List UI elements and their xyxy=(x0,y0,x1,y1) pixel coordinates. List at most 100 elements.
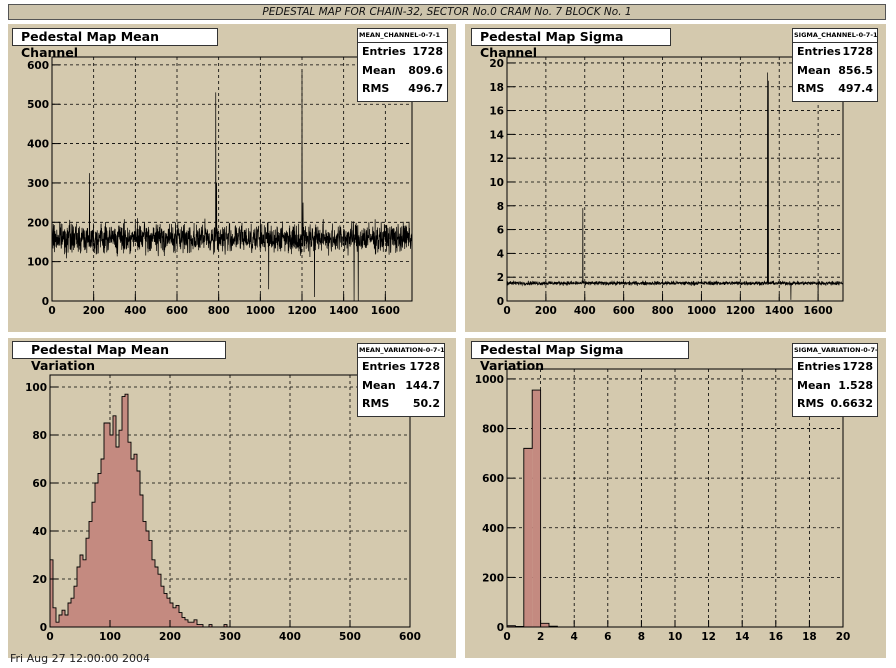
stats-name: SIGMA_VARIATION-0-7-1 xyxy=(793,344,877,358)
histogram-bar xyxy=(140,495,143,627)
mean-channel-stats: MEAN_CHANNEL-0-7-1 Entries 1728 Mean 809.6… xyxy=(357,28,448,102)
x-tick-label: 10 xyxy=(668,631,683,643)
mean-variation-title: Pedestal Map Mean Variation xyxy=(12,341,226,373)
x-tick-label: 4 xyxy=(571,631,578,643)
stats-rms-label: RMS xyxy=(797,82,825,95)
y-tick-label: 300 xyxy=(27,178,49,190)
x-tick-label: 200 xyxy=(83,305,105,317)
x-tick-label: 0 xyxy=(503,631,510,643)
y-tick-label: 16 xyxy=(489,106,504,118)
plot-area xyxy=(52,57,412,301)
stats-mean-label: Mean xyxy=(797,378,831,392)
y-tick-label: 100 xyxy=(25,382,47,394)
histogram-bar xyxy=(86,538,89,627)
y-tick-label: 400 xyxy=(482,523,504,535)
sigma-variation-stats: SIGMA_VARIATION-0-7-1 Entries 1728 Mean 1.… xyxy=(792,343,878,417)
stats-mean-label: Mean xyxy=(797,63,831,77)
y-tick-label: 20 xyxy=(32,574,47,586)
x-tick-label: 1400 xyxy=(329,305,358,317)
stats-mean-value: 809.6 xyxy=(408,63,443,77)
stats-entries-value: 1728 xyxy=(409,360,440,373)
y-tick-label: 0 xyxy=(497,622,504,634)
mean-channel-title: Pedestal Map Mean Channel xyxy=(12,28,218,60)
stats-rms-value: 497.4 xyxy=(838,82,873,95)
y-tick-label: 800 xyxy=(482,424,504,436)
x-tick-label: 200 xyxy=(535,305,557,317)
sigma-variation-title: Pedestal Map Sigma Variation xyxy=(471,341,689,373)
histogram-bar xyxy=(143,521,146,627)
stats-mean-label: Mean xyxy=(362,63,396,77)
grid xyxy=(507,369,844,627)
histogram-bar xyxy=(167,598,170,627)
stats-entries-label: Entries xyxy=(797,45,841,58)
y-tick-label: 100 xyxy=(27,257,49,269)
histogram-bar xyxy=(80,555,83,627)
y-tick-label: 60 xyxy=(32,478,47,490)
x-tick-label: 0 xyxy=(48,305,55,317)
mean-variation-chart: 0 100 200 300 400 500 600 0 20 40 60 80 100 xyxy=(25,374,421,643)
x-tick-label: 400 xyxy=(279,631,301,643)
histogram-bar xyxy=(194,619,197,627)
x-tick-label: 18 xyxy=(802,631,817,643)
histogram-bar xyxy=(68,603,71,627)
stats-entries-label: Entries xyxy=(362,360,406,373)
y-tick-label: 18 xyxy=(489,82,504,94)
y-tick-label: 4 xyxy=(497,248,504,260)
stats-rms-value: 496.7 xyxy=(408,82,443,95)
y-tick-label: 6 xyxy=(497,225,504,237)
histogram-bar xyxy=(128,442,131,627)
sigma-channel-panel: 0 200 400 600 800 1000 1200 1400 1600 0 2 4 6 8 10 12 14… xyxy=(465,24,886,332)
histogram-bar xyxy=(113,415,116,627)
histogram-bar xyxy=(71,598,74,627)
sigma-channel-stats: SIGMA_CHANNEL-0-7-1 Entries 1728 Mean 856.… xyxy=(792,28,878,102)
x-tick-label: 0 xyxy=(503,305,510,317)
histogram-bar xyxy=(176,605,179,627)
histogram-bar xyxy=(125,394,128,627)
histogram-bar xyxy=(95,483,98,627)
histogram-bar xyxy=(532,390,541,627)
histogram-bar xyxy=(170,603,173,627)
stats-rms-value: 50.2 xyxy=(412,397,440,410)
histogram-bar xyxy=(146,531,149,627)
sigma-channel-title: Pedestal Map Sigma Channel xyxy=(471,28,671,60)
histogram-bar xyxy=(56,622,59,627)
x-tick-label: 200 xyxy=(159,631,181,643)
histogram-bar xyxy=(83,559,86,627)
histogram-bar xyxy=(200,624,203,627)
x-tick-label: 14 xyxy=(735,631,750,643)
x-tick-label: 1600 xyxy=(803,305,832,317)
stats-rms-label: RMS xyxy=(797,397,825,410)
x-tick-label: 600 xyxy=(399,631,421,643)
stats-entries-label: Entries xyxy=(797,360,841,373)
histogram-bar xyxy=(116,447,119,627)
histogram-bar xyxy=(122,396,125,627)
histogram-bar xyxy=(92,502,95,627)
footer-timestamp: Fri Aug 27 12:00:00 2004 xyxy=(10,652,150,665)
histogram-bar xyxy=(173,607,176,627)
grid xyxy=(507,57,843,301)
x-tick-label: 1200 xyxy=(726,305,755,317)
y-tick-label: 200 xyxy=(482,572,504,584)
axis-ticks xyxy=(51,64,386,302)
x-tick-label: 500 xyxy=(339,631,361,643)
stats-name: MEAN_CHANNEL-0-7-1 xyxy=(358,29,447,43)
x-tick-label: 400 xyxy=(124,305,146,317)
y-tick-label: 12 xyxy=(489,153,504,165)
stats-mean-value: 144.7 xyxy=(405,378,440,392)
histogram-bar xyxy=(62,610,65,627)
axis-ticks xyxy=(506,62,819,302)
histogram-bar xyxy=(152,559,155,627)
series-line xyxy=(51,70,413,302)
y-tick-label: 10 xyxy=(489,177,504,189)
y-tick-label: 400 xyxy=(27,139,49,151)
y-tick-label: 500 xyxy=(27,99,49,111)
x-tick-label: 20 xyxy=(836,631,851,643)
histogram-bar xyxy=(209,624,212,627)
plot-frame xyxy=(51,56,413,302)
histogram-bar xyxy=(507,625,516,627)
grid xyxy=(52,57,412,301)
stats-rms-label: RMS xyxy=(362,82,390,95)
stats-rms-value: 0.6632 xyxy=(830,397,873,410)
histogram-bar xyxy=(98,473,101,627)
